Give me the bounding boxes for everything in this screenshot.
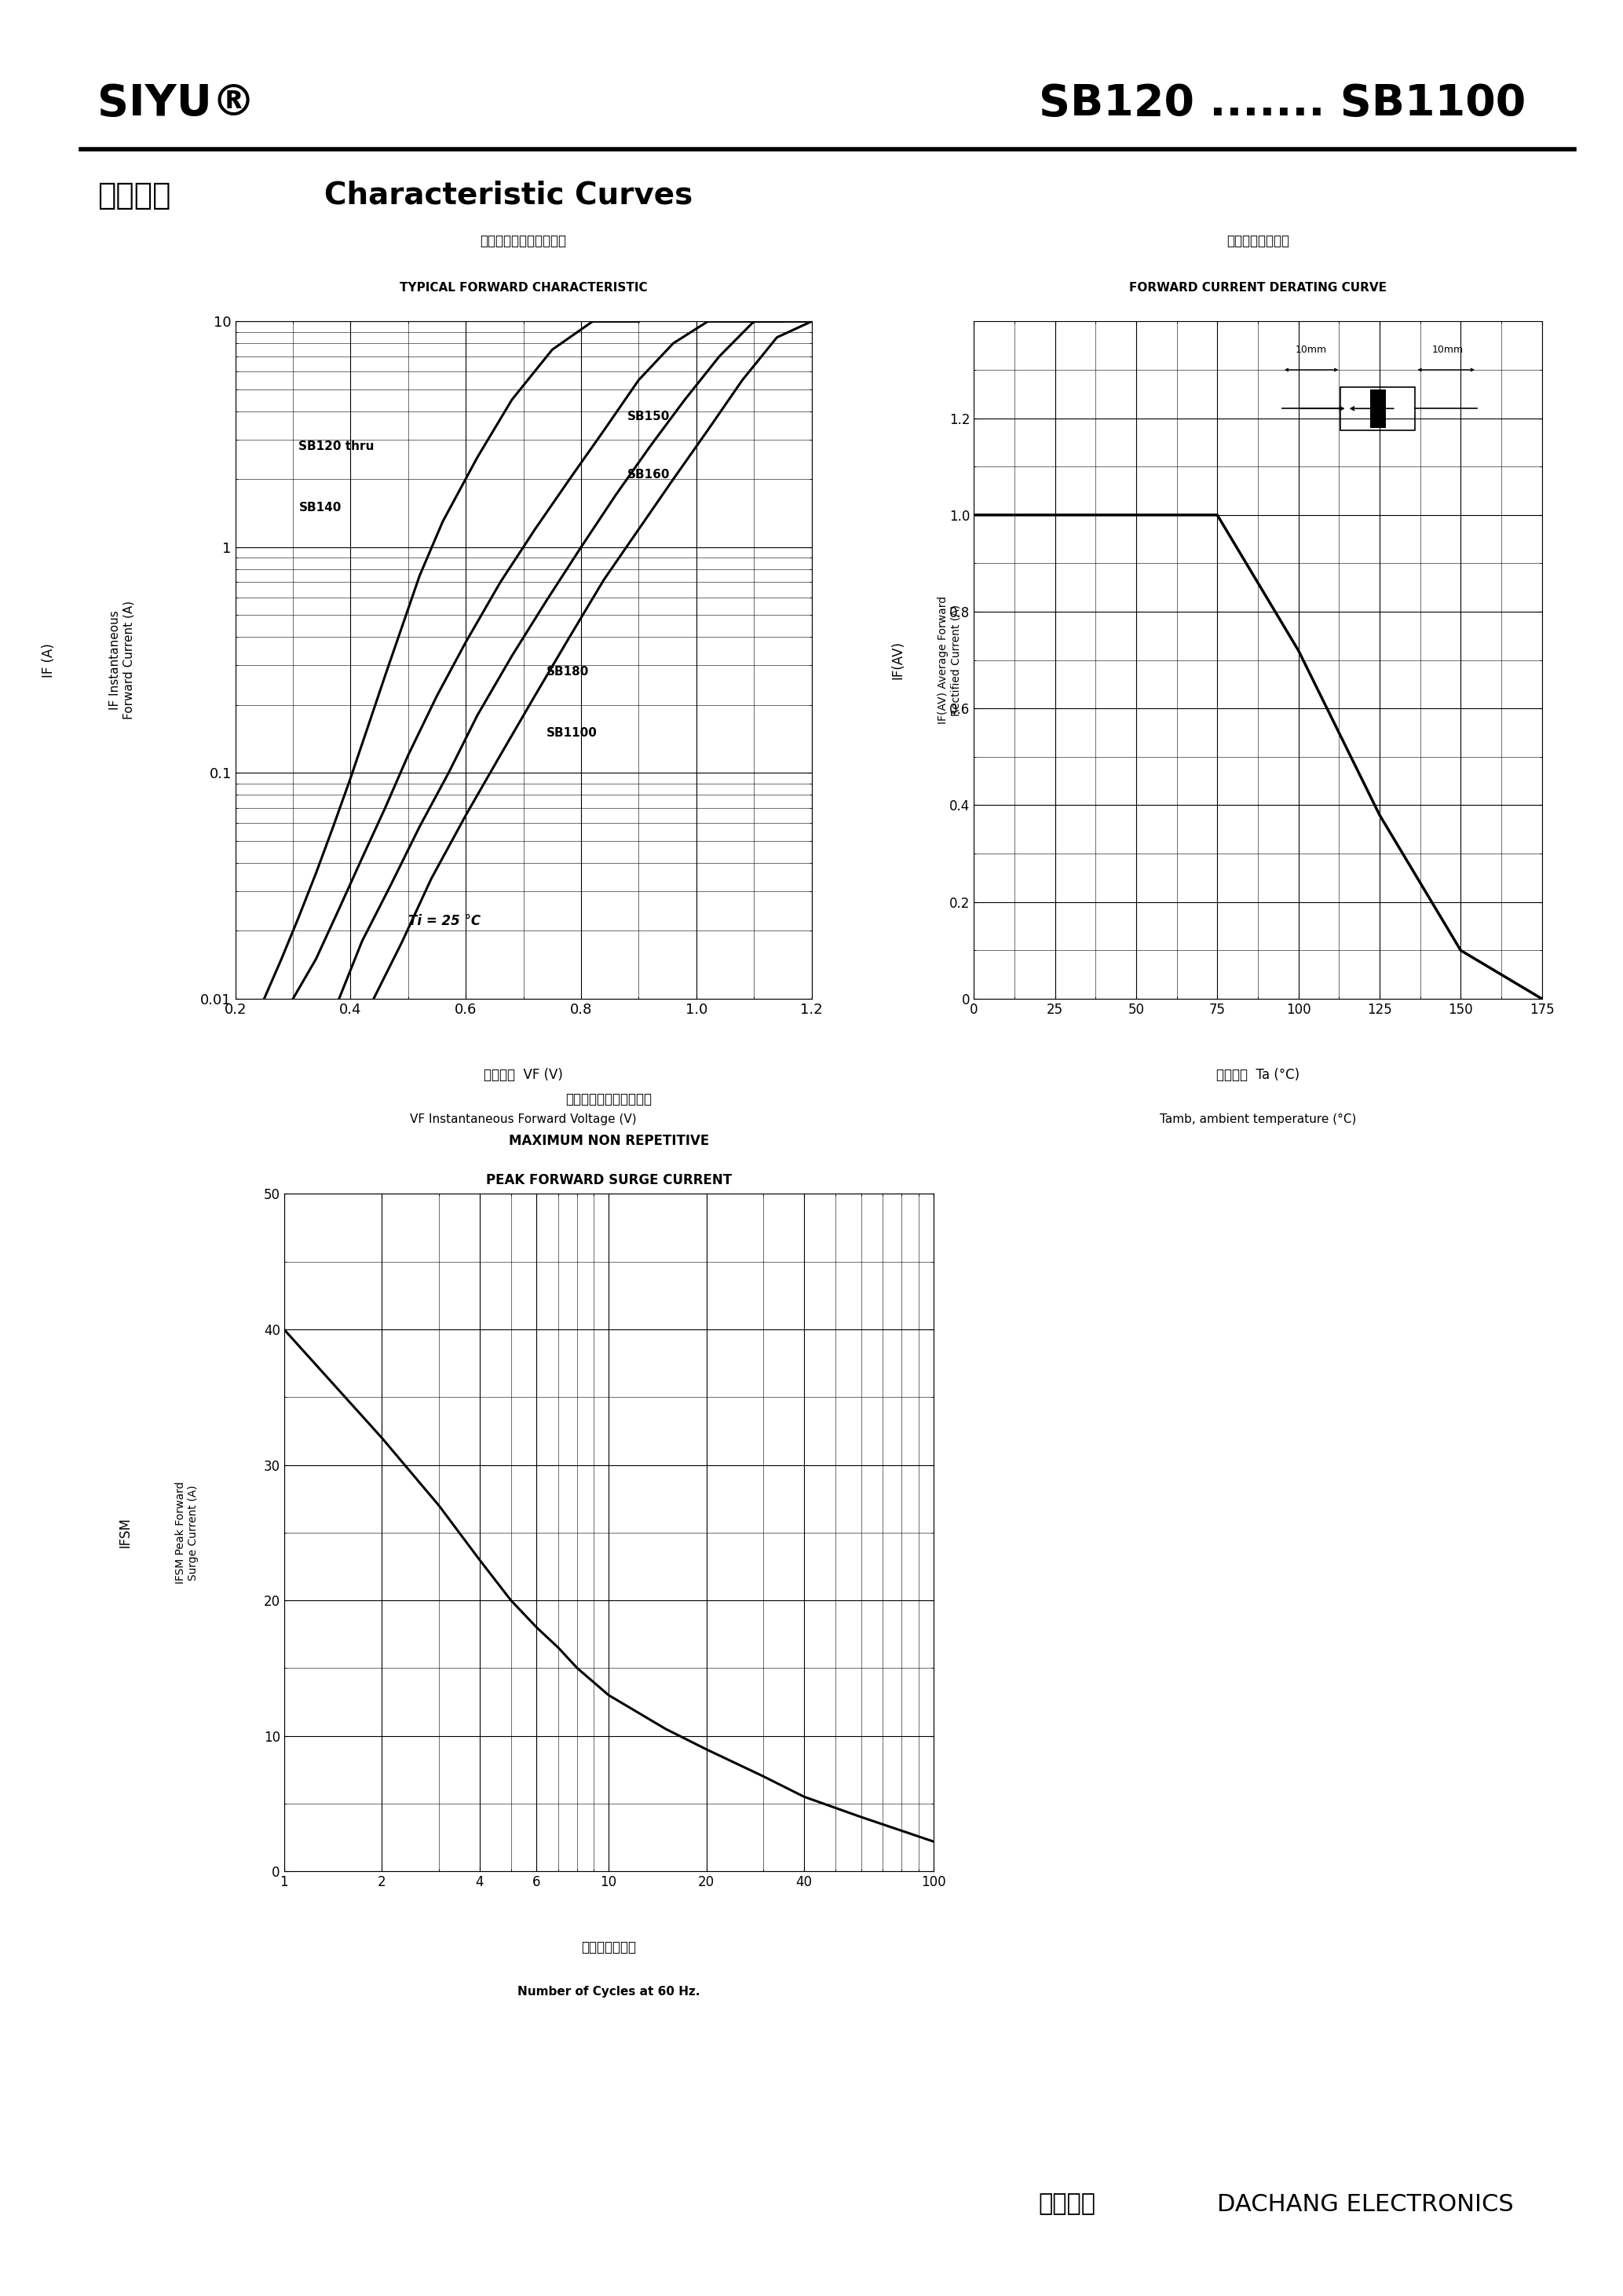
Text: FORWARD CURRENT DERATING CURVE: FORWARD CURRENT DERATING CURVE — [1130, 282, 1386, 294]
Text: 正向电压  VF (V): 正向电压 VF (V) — [484, 1068, 563, 1081]
Text: SB120 thru: SB120 thru — [299, 441, 375, 452]
Text: 正向电流降额曲线: 正向电流降额曲线 — [1227, 234, 1289, 248]
Text: TYPICAL FORWARD CHARACTERISTIC: TYPICAL FORWARD CHARACTERISTIC — [399, 282, 648, 294]
Text: IFSM: IFSM — [118, 1518, 131, 1548]
Bar — [1341, 386, 1415, 429]
Text: SB1100: SB1100 — [547, 728, 597, 739]
Text: Characteristic Curves: Characteristic Curves — [325, 181, 693, 209]
Text: SB150: SB150 — [626, 411, 670, 422]
Text: Tamb, ambient temperature (°C): Tamb, ambient temperature (°C) — [1159, 1114, 1357, 1125]
Text: VF Instantaneous Forward Voltage (V): VF Instantaneous Forward Voltage (V) — [411, 1114, 636, 1125]
Text: DACHANG ELECTRONICS: DACHANG ELECTRONICS — [1217, 2193, 1514, 2216]
Bar — [1370, 390, 1386, 427]
Text: Ti = 25 °C: Ti = 25 °C — [409, 914, 480, 928]
Text: SB120 ....... SB1100: SB120 ....... SB1100 — [1039, 83, 1526, 124]
Text: IFSM Peak Forward
Surge Current (A): IFSM Peak Forward Surge Current (A) — [175, 1481, 198, 1584]
Text: IF Instantaneous
Forward Current (A): IF Instantaneous Forward Current (A) — [109, 602, 135, 719]
Text: SB180: SB180 — [547, 666, 589, 677]
Text: 环境温度  Ta (°C): 环境温度 Ta (°C) — [1216, 1068, 1300, 1081]
Text: SIYU®: SIYU® — [97, 83, 255, 124]
Text: 正向特性曲线（典型値）: 正向特性曲线（典型値） — [480, 234, 566, 248]
Text: 大昌电子: 大昌电子 — [1039, 2193, 1096, 2216]
Text: Number of Cycles at 60 Hz.: Number of Cycles at 60 Hz. — [518, 1986, 700, 1998]
Text: SB160: SB160 — [626, 468, 670, 480]
Text: IF (A): IF (A) — [42, 643, 55, 677]
Text: IF(AV): IF(AV) — [891, 641, 904, 680]
Text: IF(AV) Average Forward
Rectified Current (A): IF(AV) Average Forward Rectified Current… — [938, 597, 961, 723]
Text: SB140: SB140 — [299, 501, 341, 514]
Text: 10mm: 10mm — [1295, 344, 1328, 356]
Text: MAXIMUM NON REPETITIVE: MAXIMUM NON REPETITIVE — [508, 1134, 709, 1148]
Text: 10mm: 10mm — [1431, 344, 1464, 356]
Text: 特性曲线: 特性曲线 — [97, 181, 170, 209]
Text: 通过电流的周期: 通过电流的周期 — [581, 1940, 636, 1954]
Text: PEAK FORWARD SURGE CURRENT: PEAK FORWARD SURGE CURRENT — [485, 1173, 732, 1187]
Text: 浪涌特性曲线（最大値）: 浪涌特性曲线（最大値） — [565, 1093, 652, 1107]
